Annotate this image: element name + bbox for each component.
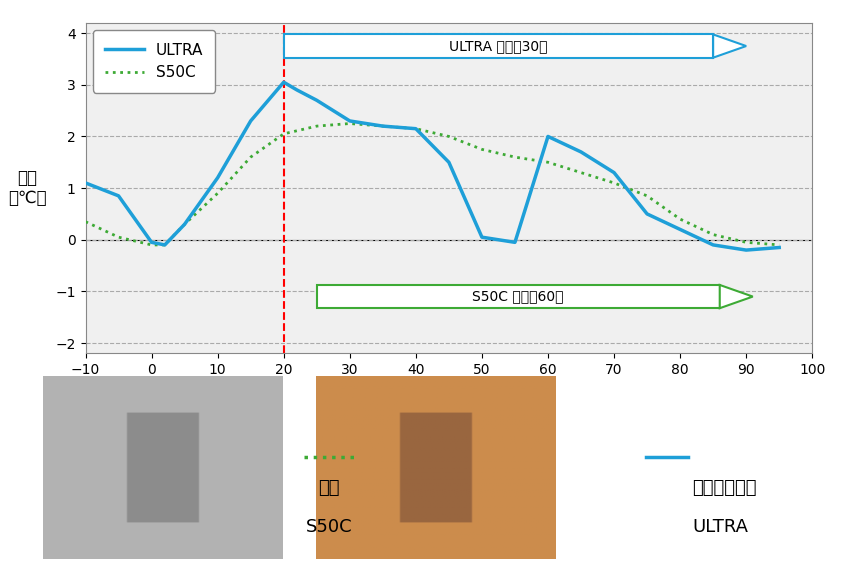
S50C: [245, 154, 256, 161]
S50C: [609, 180, 619, 186]
S50C: [576, 169, 587, 176]
ULTRA: [146, 239, 156, 246]
S50C: [410, 125, 421, 132]
Text: ベリリウム銅: ベリリウム銅: [693, 479, 757, 496]
ULTRA: [180, 221, 190, 227]
S50C: [675, 215, 685, 222]
ULTRA: [160, 242, 170, 249]
S50C: [160, 242, 170, 249]
Legend: ULTRA, S50C: ULTRA, S50C: [93, 30, 215, 92]
FancyBboxPatch shape: [316, 285, 720, 308]
ULTRA: [292, 87, 302, 93]
ULTRA: [311, 97, 321, 104]
ULTRA: [741, 247, 752, 254]
ULTRA: [675, 226, 685, 233]
Y-axis label: 温度
（℃）: 温度 （℃）: [9, 169, 47, 207]
ULTRA: [279, 79, 289, 86]
ULTRA: [477, 234, 487, 241]
S50C: [345, 120, 355, 127]
Text: ULTRA: ULTRA: [693, 518, 748, 536]
S50C: [477, 146, 487, 153]
ULTRA: [410, 125, 421, 132]
S50C: [311, 123, 321, 129]
ULTRA: [642, 210, 652, 217]
Text: S50C: S50C: [306, 518, 352, 536]
ULTRA: [708, 242, 718, 249]
S50C: [708, 231, 718, 238]
FancyBboxPatch shape: [284, 34, 713, 58]
S50C: [642, 193, 652, 200]
Line: S50C: S50C: [86, 124, 779, 245]
FancyArrow shape: [720, 285, 752, 308]
FancyArrow shape: [713, 34, 746, 58]
ULTRA: [444, 159, 454, 166]
ULTRA: [510, 239, 520, 246]
ULTRA: [576, 149, 587, 156]
Text: 鋼材: 鋼材: [318, 479, 340, 496]
S50C: [774, 242, 784, 249]
ULTRA: [774, 244, 784, 251]
S50C: [378, 123, 388, 129]
S50C: [114, 234, 124, 241]
ULTRA: [609, 169, 619, 176]
ULTRA: [245, 117, 256, 124]
S50C: [510, 154, 520, 161]
X-axis label: 時間（sec）: 時間（sec）: [415, 380, 483, 398]
ULTRA: [543, 133, 553, 140]
ULTRA: [80, 180, 91, 186]
Text: ULTRA 冷却に30秒: ULTRA 冷却に30秒: [449, 39, 548, 53]
Line: ULTRA: ULTRA: [86, 82, 779, 250]
S50C: [279, 131, 289, 137]
S50C: [146, 242, 156, 249]
Text: S50C 冷却に60秒: S50C 冷却に60秒: [473, 290, 564, 304]
S50C: [180, 221, 190, 227]
ULTRA: [114, 193, 124, 200]
ULTRA: [213, 174, 223, 181]
ULTRA: [345, 117, 355, 124]
S50C: [80, 218, 91, 225]
S50C: [741, 239, 752, 246]
S50C: [213, 190, 223, 197]
S50C: [444, 133, 454, 140]
ULTRA: [378, 123, 388, 129]
S50C: [543, 159, 553, 166]
